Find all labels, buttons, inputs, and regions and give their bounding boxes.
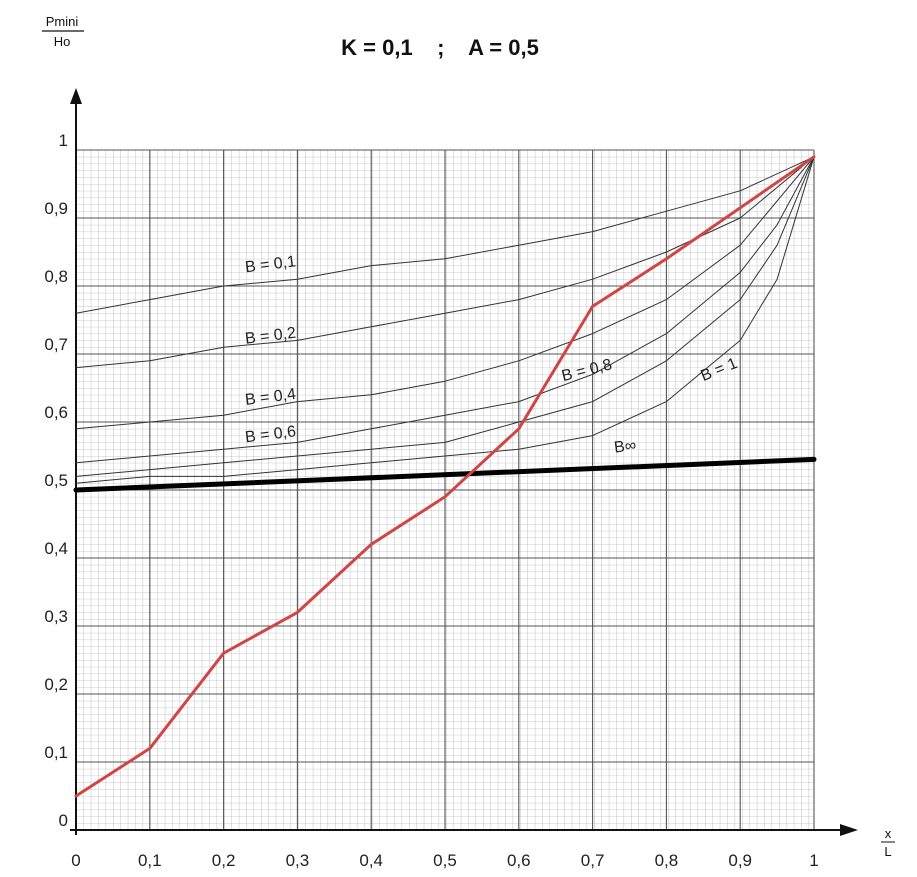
series-label: B = 0,1 xyxy=(244,253,297,276)
series-label: B = 0,4 xyxy=(244,386,297,409)
series-line xyxy=(75,156,815,484)
series-line xyxy=(75,156,815,464)
y-tick-label: 0,3 xyxy=(44,607,68,626)
y-tick-label: 0,4 xyxy=(44,539,68,558)
y-tick-label: 1 xyxy=(59,131,68,150)
x-tick-label: 0,9 xyxy=(728,851,752,870)
x-axis-label-numerator: x xyxy=(885,826,892,841)
x-tick-labels: 0 0,1 0,2 0,3 0,4 0,5 0,6 0,7 0,8 0,9 1 xyxy=(71,851,818,870)
red-series-line xyxy=(74,155,816,798)
x-axis-label: x L xyxy=(881,826,895,859)
y-tick-label: 0,8 xyxy=(44,267,68,286)
series-label: B = 0,6 xyxy=(244,423,297,446)
x-tick-label: 0,4 xyxy=(359,851,383,870)
y-tick-label: 0 xyxy=(59,811,68,830)
y-tick-labels: 0 0,1 0,2 0,3 0,4 0,5 0,6 0,7 0,8 0,9 1 xyxy=(44,131,68,830)
series-line xyxy=(75,156,815,430)
chart-title: K = 0,1 ; A = 0,5 xyxy=(341,35,539,60)
y-tick-label: 0,9 xyxy=(44,199,68,218)
y-axis-label-numerator: Pmini xyxy=(46,14,79,29)
y-tick-label: 0,6 xyxy=(44,403,68,422)
y-tick-label: 0,5 xyxy=(44,471,68,490)
x-tick-label: 0,2 xyxy=(212,851,236,870)
x-tick-label: 0,6 xyxy=(507,851,531,870)
x-tick-label: 0 xyxy=(71,851,80,870)
x-tick-label: 0,5 xyxy=(433,851,457,870)
y-tick-label: 0,7 xyxy=(44,335,68,354)
y-tick-label: 0,2 xyxy=(44,675,68,694)
y-axis-arrow xyxy=(70,88,82,104)
series-label: B = 0,2 xyxy=(244,325,297,348)
y-axis-label-denominator: Ho xyxy=(54,34,71,49)
x-axis-arrow xyxy=(840,824,858,836)
series-line xyxy=(75,156,815,477)
x-axis-label-denominator: L xyxy=(884,844,891,859)
series-label: B∞ xyxy=(613,437,637,457)
series-line xyxy=(73,456,817,493)
x-tick-label: 1 xyxy=(809,851,818,870)
x-tick-label: 0,8 xyxy=(655,851,679,870)
x-tick-label: 0,1 xyxy=(138,851,162,870)
series-line xyxy=(75,156,815,314)
major-grid xyxy=(75,149,815,831)
x-tick-label: 0,7 xyxy=(581,851,605,870)
x-tick-label: 0,3 xyxy=(286,851,310,870)
y-axis-label: Pmini Ho xyxy=(42,14,84,49)
series-layer xyxy=(73,155,817,798)
y-tick-label: 0,1 xyxy=(44,743,68,762)
